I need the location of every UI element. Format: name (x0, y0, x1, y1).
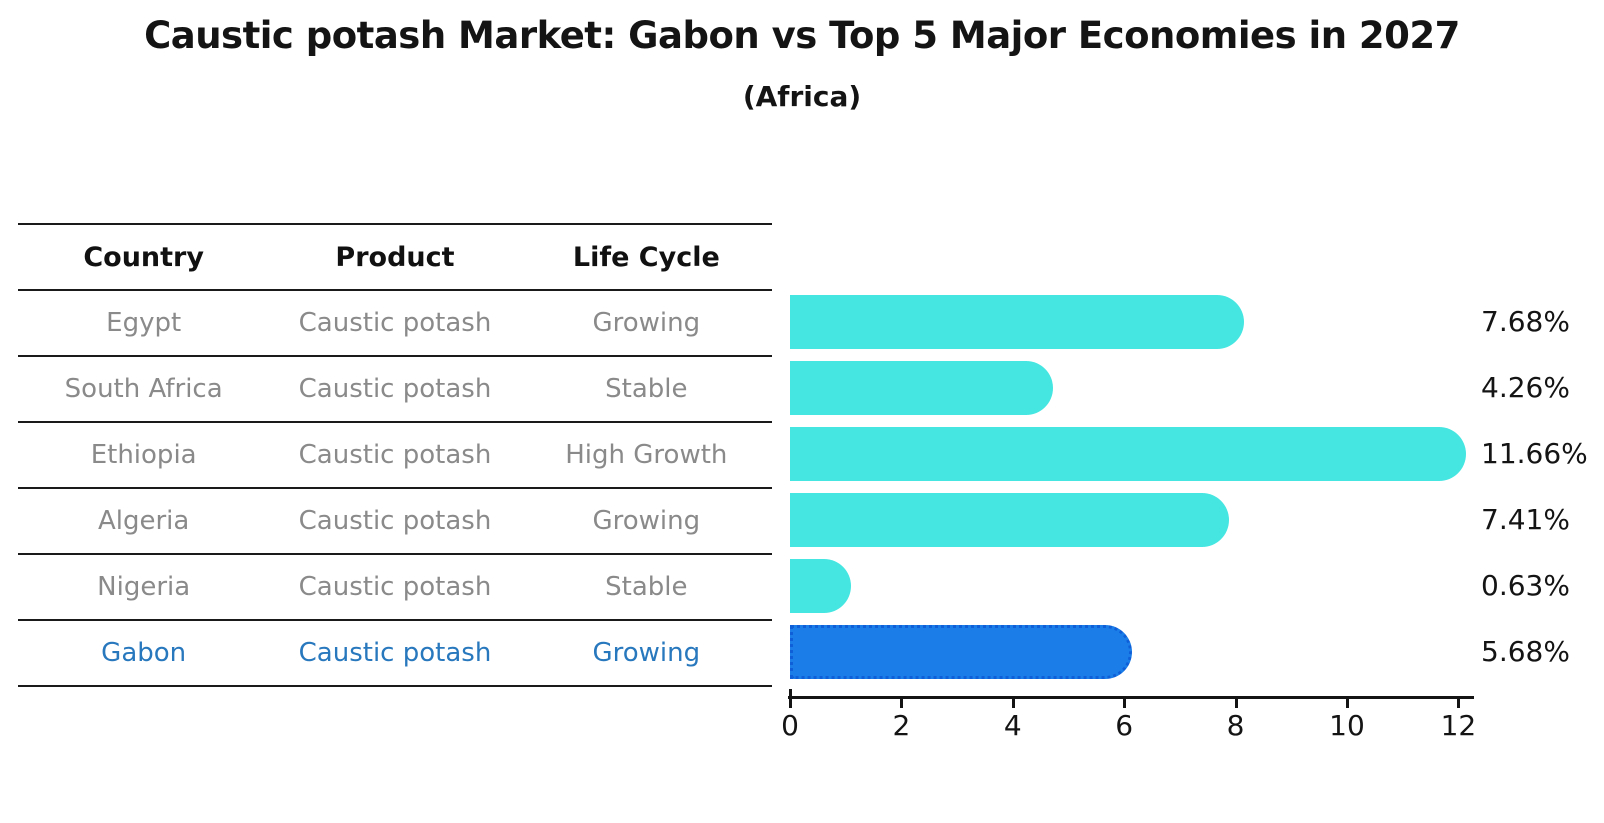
chart-title: Caustic potash Market: Gabon vs Top 5 Ma… (144, 14, 1460, 57)
col-header-product: Product (335, 241, 455, 273)
bar-chart: 7.68% 4.26% 11.66% 7.41% 0.63% 5.68% (790, 289, 1604, 685)
value-label-gabon: 5.68% (1481, 635, 1570, 668)
x-axis: 0 2 4 6 8 10 12 (781, 689, 1476, 742)
life-cycle-cell: High Growth (565, 440, 728, 470)
x-axis-tick-label: 4 (1003, 709, 1022, 742)
life-cycle-cell: Growing (592, 506, 701, 536)
x-axis-tick (900, 699, 904, 708)
bar-egypt (790, 295, 1244, 349)
bar-gabon (790, 625, 1133, 679)
bar-row-nigeria: 0.63% (790, 553, 1604, 619)
value-label-algeria: 7.41% (1481, 503, 1570, 536)
axis-left-spine (789, 689, 792, 699)
product-cell: Caustic potash (298, 506, 492, 536)
country-cell: South Africa (64, 374, 223, 404)
life-cycle-cell: Growing (592, 638, 701, 668)
table-row-algeria: Algeria Caustic potash Growing (18, 489, 772, 555)
table-header-row: Country Product Life Cycle (18, 225, 772, 291)
table-row-ethiopia: Ethiopia Caustic potash High Growth (18, 423, 772, 489)
bar-row-gabon: 5.68% (790, 619, 1604, 685)
country-cell: Ethiopia (90, 440, 197, 470)
col-header-country: Country (83, 241, 204, 273)
x-axis-tick-label: 6 (1115, 709, 1134, 742)
life-cycle-cell: Stable (605, 572, 688, 602)
country-cell: Gabon (101, 638, 187, 668)
value-label-south-africa: 4.26% (1481, 371, 1570, 404)
chart-subtitle: (Africa) (742, 80, 862, 113)
country-cell: Nigeria (97, 572, 191, 602)
x-axis-tick (1234, 699, 1238, 708)
life-cycle-cell: Stable (605, 374, 688, 404)
country-table: Country Product Life Cycle Egypt Caustic… (18, 223, 772, 687)
product-cell: Caustic potash (298, 572, 492, 602)
x-axis-tick-label: 8 (1226, 709, 1245, 742)
bar-row-south-africa: 4.26% (790, 355, 1604, 421)
col-header-life-cycle: Life Cycle (572, 241, 720, 273)
x-axis-tick (1346, 699, 1349, 708)
bar-ethiopia (790, 427, 1466, 481)
country-cell: Egypt (106, 308, 182, 338)
x-axis-tick (789, 699, 792, 708)
value-label-egypt: 7.68% (1481, 305, 1570, 338)
life-cycle-cell: Growing (592, 308, 701, 338)
table-row-nigeria: Nigeria Caustic potash Stable (18, 555, 772, 621)
table-row-gabon: Gabon Caustic potash Growing (18, 621, 772, 687)
product-cell: Caustic potash (298, 374, 492, 404)
x-axis-tick (1123, 699, 1127, 708)
product-cell: Caustic potash (298, 638, 492, 668)
x-axis-tick (1011, 699, 1015, 708)
bar-row-egypt: 7.68% (790, 289, 1604, 355)
product-cell: Caustic potash (298, 440, 492, 470)
table-row-south-africa: South Africa Caustic potash Stable (18, 357, 772, 423)
value-label-nigeria: 0.63% (1481, 569, 1570, 602)
bar-row-algeria: 7.41% (790, 487, 1604, 553)
bar-algeria (790, 493, 1229, 547)
table-row-egypt: Egypt Caustic potash Growing (18, 291, 772, 357)
value-label-ethiopia: 11.66% (1481, 437, 1588, 470)
x-axis-tick-label: 0 (781, 709, 799, 742)
country-cell: Algeria (97, 506, 190, 536)
x-axis-tick-label: 10 (1329, 709, 1365, 742)
bar-row-ethiopia: 11.66% (790, 421, 1604, 487)
bar-south-africa (790, 361, 1054, 415)
product-cell: Caustic potash (298, 308, 492, 338)
bar-nigeria (790, 559, 852, 613)
x-axis-tick-label: 2 (892, 709, 911, 742)
x-axis-tick-label: 12 (1440, 709, 1477, 742)
x-axis-tick (1457, 699, 1461, 708)
